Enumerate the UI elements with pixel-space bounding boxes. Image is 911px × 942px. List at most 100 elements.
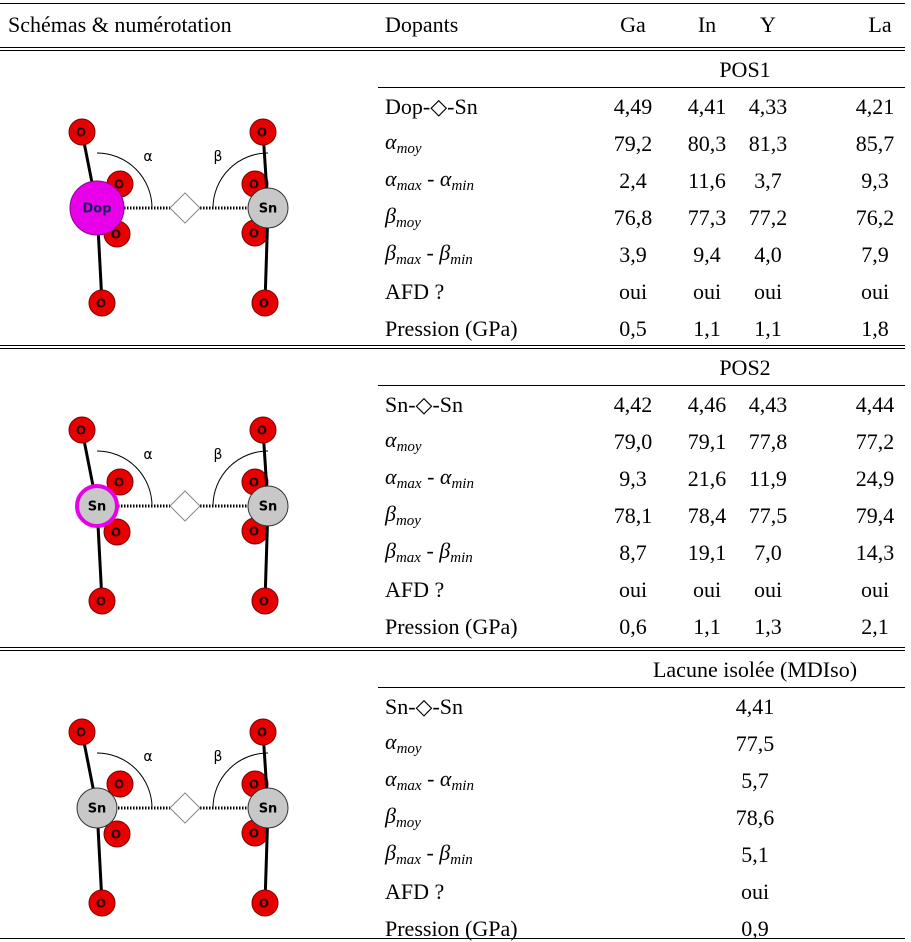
header-cell: Y [760,12,776,37]
tin-atom [76,787,118,829]
label-subscript: min [450,251,473,268]
oxygen-label: O [257,726,267,740]
label-subscript: max [395,251,421,268]
oxygen-label: O [249,227,259,241]
beta-label: β [214,447,223,463]
value-cell: 11,9 [749,465,787,491]
label-text: Sn-◇-Sn [385,391,464,417]
value-cell: 4,49 [613,93,653,119]
label-text: β [385,202,396,228]
label-text: - [420,537,440,563]
oxygen-atom [251,587,279,615]
label-text: - [421,165,440,191]
value-cell: 4,43 [748,391,788,417]
row-label: αmoy [385,428,422,455]
label-text: α [439,463,452,489]
rule [378,687,905,688]
value-cell: 79,1 [687,428,727,454]
value-cell: 4,33 [748,93,788,119]
label-subscript: max [396,777,422,794]
oxygen-atom [249,718,277,746]
rule [0,938,905,939]
label-text: Dop-◇-Sn [385,93,478,119]
header-cell: Ga [620,12,646,37]
label-subscript: min [451,177,474,194]
row-label: AFD ? [385,878,445,904]
oxygen-label: O [249,525,259,539]
value-cell: 8,7 [619,539,647,565]
label-text: β [439,537,451,563]
row-label: Pression (GPa) [385,915,518,941]
value-cell: 4,41 [687,93,727,119]
oxygen-label: O [249,476,259,490]
alpha-arc [96,152,153,209]
tin-atom [247,787,289,829]
value-cell: 4,0 [754,241,782,267]
rule [0,3,905,4]
oxygen-label: O [111,526,121,540]
value-cell: 1,3 [754,613,782,639]
label-text: Pression (GPa) [385,915,518,941]
label-text: β [439,839,451,865]
oxygen-label: O [114,778,124,792]
label-subscript: moy [396,140,422,157]
label-text: β [385,239,396,265]
value-cell: oui [692,278,722,304]
label-subscript: min [450,549,473,566]
label-text: AFD ? [385,878,445,904]
label-subscript: max [395,851,421,868]
value-cell: 2,1 [861,613,889,639]
row-label: βmoy [385,502,421,529]
schema-diagram: O O O O O O O Oα β Sn Sn [68,416,289,615]
section-title: Lacune isolée (MDIso) [652,657,858,682]
value-cell: 5,7 [741,767,769,793]
row-label: αmax - αmin [385,165,474,194]
oxygen-label: O [259,595,269,609]
oxygen-label: O [111,828,121,842]
value-cell: 7,0 [754,539,782,565]
left-atom-label: Dop [82,202,111,217]
label-subscript: moy [395,214,421,231]
value-cell: 19,1 [687,539,727,565]
row-label: αmoy [385,130,422,157]
rule [0,345,905,346]
alpha-label: α [143,447,152,463]
oxygen-label: O [76,126,86,140]
oxygen-atom [68,416,96,444]
row-label: βmoy [385,804,421,831]
label-subscript: moy [395,512,421,529]
oxygen-label: O [76,726,86,740]
oxygen-atom [251,889,279,917]
value-cell: 0,9 [741,915,769,941]
label-text: Pression (GPa) [385,315,518,341]
header-cell: In [697,12,717,37]
value-cell: oui [753,278,783,304]
row-label: βmoy [385,202,421,231]
row-label: αmoy [385,730,422,757]
alpha-arc [96,752,153,809]
row-label: βmax - βmin [385,537,473,566]
label-text: α [385,165,397,191]
value-cell: oui [753,576,783,602]
value-cell: oui [618,576,648,602]
schema-diagram: O O O O O O O Oα β Sn Sn [68,718,289,917]
value-cell: 77,2 [748,204,788,230]
oxygen-label: O [249,827,259,841]
oxygen-label: O [259,297,269,311]
label-text: β [385,537,396,563]
oxygen-label: O [257,126,267,140]
value-cell: oui [692,576,722,602]
alpha-label: α [143,149,152,165]
value-cell: 14,3 [855,539,895,565]
value-cell: 0,5 [619,315,647,341]
left-atom-label: Sn [88,802,107,817]
value-cell: 76,8 [613,204,653,230]
value-cell: 9,3 [861,167,889,193]
oxygen-atom [88,587,116,615]
rule [378,87,905,88]
label-text: - [420,839,440,865]
value-cell: 80,3 [687,130,727,156]
row-label: αmax - αmin [385,463,474,492]
beta-arc [212,152,269,209]
value-cell: 1,1 [693,613,721,639]
